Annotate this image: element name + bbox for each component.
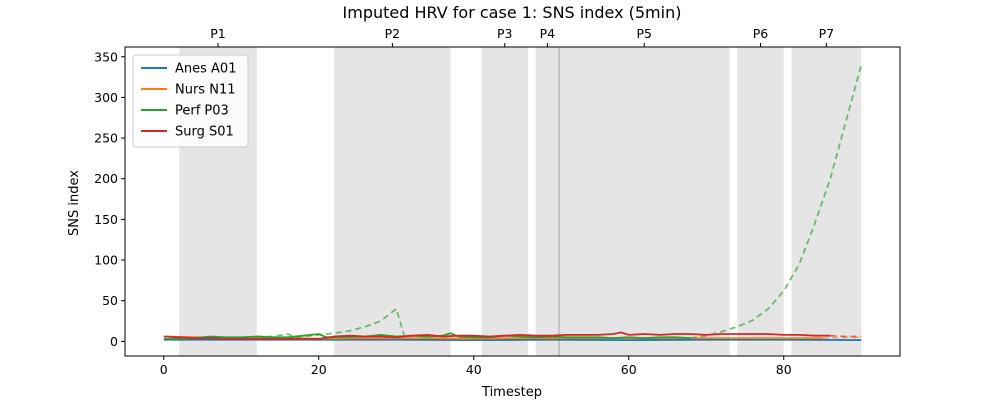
legend-label-surg-s01: Surg S01 bbox=[175, 125, 234, 140]
y-tick-label: 300 bbox=[94, 90, 118, 105]
y-tick-label: 0 bbox=[110, 334, 118, 349]
x-tick-label: 80 bbox=[776, 362, 792, 377]
x-tick-label: 40 bbox=[466, 362, 482, 377]
phase-region-p4 bbox=[535, 47, 559, 356]
phase-label: P7 bbox=[819, 26, 835, 41]
y-tick-label: 50 bbox=[102, 293, 118, 308]
phase-label: P5 bbox=[637, 26, 653, 41]
series-imputed-line-surg-s01 bbox=[830, 334, 862, 338]
phase-label: P6 bbox=[753, 26, 769, 41]
phase-region-p6 bbox=[737, 47, 784, 356]
legend: Anes A01 Nurs N11 Perf P03 Surg S01 bbox=[132, 54, 249, 148]
y-tick-label: 150 bbox=[94, 212, 118, 227]
legend-label-anes-a01: Anes A01 bbox=[175, 62, 236, 77]
y-tick-label: 250 bbox=[94, 131, 118, 146]
plot-frame bbox=[124, 46, 901, 357]
plot-area: P1 P2 P3 P4 P5 P6 P7 0 20 40 60 80 0 50 100 150 200 250 30… bbox=[94, 26, 901, 377]
phase-label: P4 bbox=[540, 26, 556, 41]
y-axis-label: SNS index bbox=[67, 170, 82, 236]
x-axis-label: Timestep bbox=[481, 385, 542, 400]
phase-label: P2 bbox=[385, 26, 401, 41]
series-line-surg-s01 bbox=[163, 331, 831, 340]
phase-region-p2 bbox=[334, 47, 451, 356]
phase-region-p7 bbox=[791, 47, 862, 356]
legend-box bbox=[132, 54, 249, 148]
series-imputed-line-perf-p03 bbox=[690, 64, 863, 339]
phase-label: P1 bbox=[210, 26, 226, 41]
x-tick-label: 0 bbox=[160, 362, 168, 377]
chart-title: Imputed HRV for case 1: SNS index (5min) bbox=[343, 3, 682, 22]
y-tick-label: 100 bbox=[94, 253, 118, 268]
phase-label: P3 bbox=[497, 26, 513, 41]
y-tick-label: 350 bbox=[94, 49, 118, 64]
phase-region-p5 bbox=[559, 47, 730, 356]
x-tick-label: 20 bbox=[311, 362, 327, 377]
legend-label-nurs-n11: Nurs N11 bbox=[175, 83, 235, 98]
series-imputed-line-perf-p03 bbox=[256, 307, 405, 339]
legend-label-perf-p03: Perf P03 bbox=[175, 104, 229, 119]
phase-region-p3 bbox=[481, 47, 528, 356]
y-tick-label: 200 bbox=[94, 171, 118, 186]
x-tick-label: 60 bbox=[621, 362, 637, 377]
